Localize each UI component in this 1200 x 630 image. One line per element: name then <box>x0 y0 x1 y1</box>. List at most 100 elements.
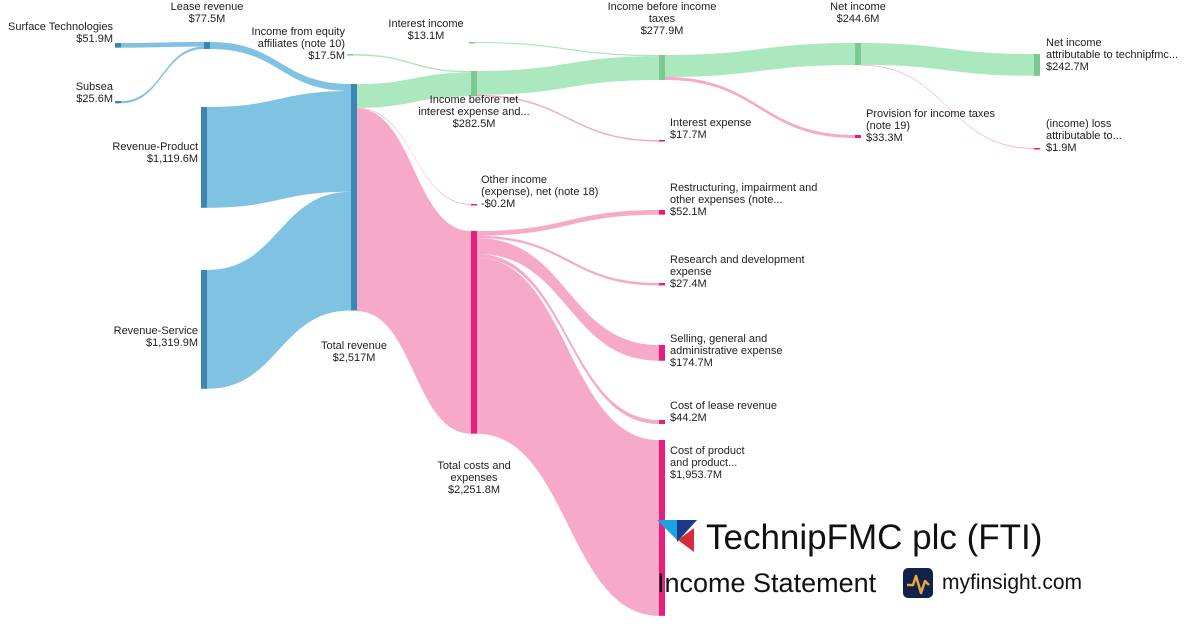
node-value: $77.5M <box>188 13 226 25</box>
node-label: Total revenue $2,517M <box>321 340 387 364</box>
node-name: Other income (expense), net (note 18) <box>481 174 599 198</box>
link <box>477 253 659 424</box>
node-value: $244.6M <box>836 13 880 25</box>
node <box>201 107 207 208</box>
node-label: Surface Technologies $51.9M <box>8 21 113 45</box>
node <box>471 204 477 206</box>
node-name: Income before net interest expense and..… <box>418 94 530 118</box>
node <box>659 140 665 142</box>
node-name: Income from equity affiliates (note 10) <box>251 26 345 50</box>
node-value: $25.6M <box>76 93 113 105</box>
node-label: Revenue-Service $1,319.9M <box>114 325 198 349</box>
node <box>469 42 475 44</box>
node-name: Revenue-Service <box>113 325 198 337</box>
node-label: Subsea $25.6M <box>76 81 113 105</box>
node-name: Net income <box>830 1 886 13</box>
node-name: Selling, general and administrative expe… <box>670 333 783 357</box>
node-name: Income before income taxes <box>607 1 717 25</box>
node <box>855 135 861 138</box>
links <box>121 42 1034 616</box>
link <box>357 108 471 434</box>
subtitle: Income Statement <box>657 568 877 598</box>
node-value: $17.5M <box>308 50 345 62</box>
link <box>861 43 1034 76</box>
node-label: Selling, general and administrative expe… <box>670 333 783 369</box>
link <box>475 42 659 57</box>
node-name: Surface Technologies <box>8 21 113 33</box>
node <box>471 231 477 434</box>
node-value: $17.7M <box>670 129 707 141</box>
node-value: $1,953.7M <box>670 469 722 481</box>
node-value: $2,251.8M <box>448 484 500 496</box>
node-label: Total costs and expenses $2,251.8M <box>437 460 510 496</box>
node-value: $1,319.9M <box>146 337 198 349</box>
node-label: Interest income $13.1M <box>388 18 463 42</box>
node-name: Lease revenue <box>170 1 244 13</box>
link <box>207 191 351 389</box>
node-name: Cost of lease revenue <box>670 400 778 412</box>
node-value: $33.3M <box>866 132 903 144</box>
node-value: $52.1M <box>670 206 707 218</box>
node <box>659 345 665 361</box>
node <box>204 42 210 49</box>
node-value: $1.9M <box>1046 142 1077 154</box>
node-label: Restructuring, impairment and other expe… <box>670 182 817 218</box>
link <box>665 77 855 138</box>
link <box>121 46 204 104</box>
node <box>347 54 353 56</box>
link <box>477 210 659 236</box>
node <box>1034 148 1040 150</box>
node <box>659 210 665 215</box>
node <box>659 420 665 424</box>
node-name: Cost of product and product... <box>670 445 745 469</box>
node <box>855 43 861 66</box>
link <box>207 90 351 208</box>
node <box>659 55 665 81</box>
node-name: Total revenue <box>320 340 388 352</box>
link <box>357 107 471 205</box>
node <box>115 101 121 104</box>
node-name: Interest expense <box>670 117 752 129</box>
node-value: -$0.2M <box>481 198 516 210</box>
node-name: Subsea <box>75 81 113 93</box>
node-label: Net income $244.6M <box>830 1 886 25</box>
source: myfinsight.com <box>942 571 1083 594</box>
node-label: Provision for income taxes (note 19) $33.… <box>866 108 995 144</box>
node-label: (income) loss attributable to... $1.9M <box>1046 118 1122 154</box>
node-label: Income from equity affiliates (note 10) $… <box>251 26 345 62</box>
node-name: Research and development expense <box>670 254 805 278</box>
logo <box>657 520 933 598</box>
company-title: TechnipFMC plc (FTI) <box>706 518 1043 557</box>
node-label: Research and development expense $27.4M <box>670 254 805 290</box>
node-name: Total costs and expenses <box>437 460 511 484</box>
node-label: Income before income taxes $277.9M <box>608 1 717 37</box>
node-value: $27.4M <box>670 278 707 290</box>
link <box>121 42 204 48</box>
node <box>351 84 357 311</box>
node-name: Interest income <box>388 18 464 30</box>
link <box>861 64 1034 149</box>
node-label: Other income (expense), net (note 18) -$0… <box>481 174 598 210</box>
link <box>210 42 351 91</box>
node-name: (income) loss attributable to... <box>1046 118 1122 142</box>
link <box>477 56 659 95</box>
link <box>477 257 659 616</box>
node-label: Cost of product and product... $1,953.7M <box>670 445 745 481</box>
link <box>477 94 659 142</box>
node-value: $282.5M <box>452 118 496 130</box>
node-value: $277.9M <box>640 25 684 37</box>
node-value: $242.7M <box>1046 61 1089 73</box>
node <box>659 440 665 616</box>
node-value: $51.9M <box>76 33 113 45</box>
node-label: Income before net interest expense and..… <box>418 94 529 130</box>
link <box>477 235 659 286</box>
node-name: Restructuring, impairment and other expe… <box>670 182 818 206</box>
link <box>357 72 471 108</box>
link <box>665 43 855 78</box>
node <box>115 43 121 48</box>
node-value: $174.7M <box>670 357 713 369</box>
node-label: Revenue-Product $1,119.6M <box>112 141 198 165</box>
node-name: Net income attributable to technipfmc... <box>1046 37 1179 61</box>
